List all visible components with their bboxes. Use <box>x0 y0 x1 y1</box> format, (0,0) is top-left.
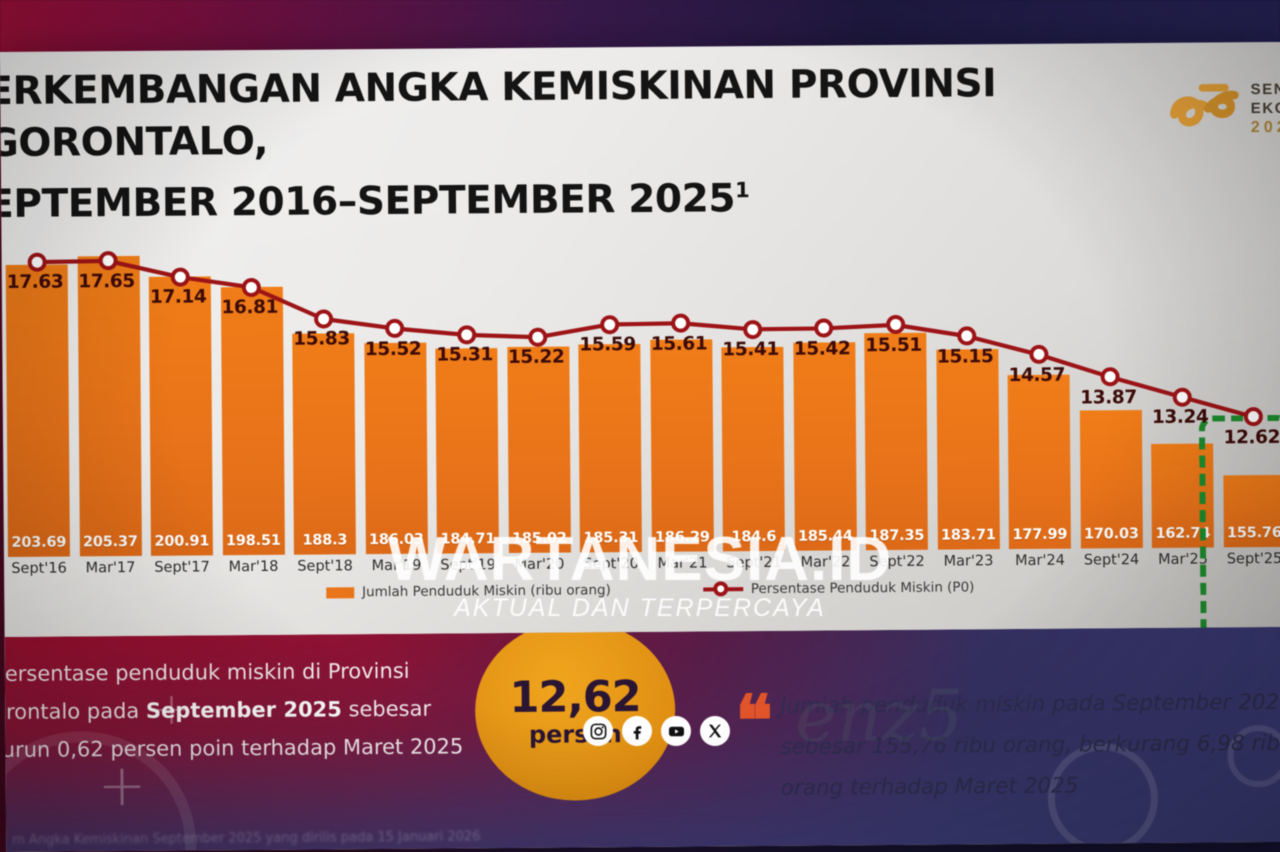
x-axis-label: Sept'21 <box>726 554 782 572</box>
x-axis-label: Mar'19 <box>371 557 422 575</box>
title-line-2-text: EPTEMBER 2016–SEPTEMBER 2025 <box>0 176 736 228</box>
facebook-glyph <box>633 725 641 739</box>
title-line-1: ERKEMBANGAN ANGKA KEMISKINAN PROVINSI GO… <box>0 61 997 167</box>
line-data-point <box>241 277 261 297</box>
logo-text-line-1: SEN <box>1250 80 1280 98</box>
x-axis-label: Mar'23 <box>943 553 994 570</box>
instagram-icon[interactable] <box>583 716 613 746</box>
x-icon[interactable] <box>700 716 730 746</box>
legend-line-label: Persentase Penduduk Miskin (P0) <box>750 579 975 598</box>
line-value-label: 15.31 <box>436 344 494 367</box>
x-axis-label: Sept'20 <box>583 555 639 573</box>
x-axis-label: Mar'21 <box>657 555 708 572</box>
title-footnote-marker: 1 <box>735 178 750 203</box>
poverty-chart: 203.69 Sept'16 205.37 Mar'17 200.91 Sept'17 19… <box>1 217 1280 758</box>
line-value-label: 15.41 <box>722 339 779 361</box>
instagram-glyph <box>590 723 606 739</box>
line-data-point <box>27 252 47 272</box>
x-axis-label: Mar'17 <box>85 559 136 577</box>
chart-legend: Jumlah Penduduk Miskin (ribu orang) Pers… <box>4 577 1280 603</box>
line-data-point <box>528 327 548 347</box>
banner-text-line-2a: orontalo pada <box>4 698 146 725</box>
banner-text-bold-date: September 2025 <box>145 697 342 723</box>
x-axis-label: Sept'16 <box>11 560 67 577</box>
x-axis-label: Sept'22 <box>869 553 925 571</box>
x-axis-label: Sept'18 <box>297 558 353 575</box>
line-value-label: 15.22 <box>507 346 565 369</box>
logo-text-year: 202 <box>1250 118 1280 136</box>
line-value-label: 16.81 <box>221 297 279 319</box>
line-value-label: 15.42 <box>793 338 851 360</box>
legend-bar-swatch <box>326 586 355 598</box>
banner-text-line-2b: sebesar <box>341 696 432 722</box>
line-value-label: 13.87 <box>1080 386 1137 409</box>
x-axis-label: Mar'24 <box>1015 552 1065 570</box>
line-value-label: 15.51 <box>865 334 922 357</box>
line-data-point <box>742 319 762 339</box>
banner-left-text: Persentase penduduk miskin di Provinsi o… <box>5 651 494 769</box>
banner-text-line-1: Persentase penduduk miskin di Provinsi <box>4 658 410 687</box>
line-data-point <box>1028 345 1048 365</box>
line-value-label: 14.57 <box>1008 364 1066 386</box>
line-data-point <box>885 315 905 335</box>
line-data-point <box>313 309 333 329</box>
youtube-glyph <box>668 726 684 736</box>
line-value-label: 15.61 <box>650 333 708 355</box>
line-value-label: 13.24 <box>1151 406 1209 429</box>
line-value-label: 15.83 <box>293 328 350 351</box>
x-axis-label: Sept'19 <box>440 557 496 574</box>
line-data-point <box>456 325 476 345</box>
line-value-label: 17.63 <box>6 271 64 294</box>
line-value-label: 17.65 <box>78 270 135 293</box>
line-value-label: 12.62 <box>1223 426 1280 449</box>
legend-bar-label: Jumlah Penduduk Miskin (ribu orang) <box>362 582 611 601</box>
line-value-label: 15.59 <box>579 334 636 356</box>
x-axis-label: Sept'24 <box>1083 552 1140 569</box>
x-glyph <box>708 724 722 738</box>
sensus-logo: SEN EKON 202 <box>1166 76 1280 141</box>
social-icons-row <box>583 716 730 746</box>
quote-mark-icon: ❝ <box>734 678 774 763</box>
line-data-point <box>170 267 190 287</box>
x-axis-label: Mar'22 <box>800 554 851 571</box>
line-value-label: 15.52 <box>364 338 422 360</box>
x-axis-label: Sept'17 <box>154 559 210 576</box>
banner-text-line-2: orontalo pada September 2025 sebesar <box>5 689 494 731</box>
sensus-logo-mark <box>1170 83 1239 127</box>
youtube-icon[interactable] <box>661 716 691 746</box>
x-axis-label: Mar'18 <box>228 558 279 576</box>
facebook-icon[interactable] <box>622 716 652 746</box>
slide-title: ERKEMBANGAN ANGKA KEMISKINAN PROVINSI GO… <box>0 57 1117 231</box>
logo-text-line-2: EKON <box>1250 99 1280 117</box>
x-axis-label: Mar'20 <box>514 556 565 573</box>
banner-text-line-3: turun 0,62 persen poin terhadap Maret 20… <box>4 734 464 763</box>
legend-item-bars: Jumlah Penduduk Miskin (ribu orang) <box>326 582 611 600</box>
line-value-label: 15.15 <box>936 345 994 368</box>
line-data-point <box>1172 387 1192 407</box>
sensus-logo-text: SEN EKON 202 <box>1251 79 1280 136</box>
legend-item-line: Persentase Penduduk Miskin (P0) <box>702 579 975 598</box>
line-value-label: 17.14 <box>149 286 207 309</box>
line-data-point <box>599 314 619 335</box>
legend-line-swatch <box>702 587 743 592</box>
ghost-watermark: enz5 <box>794 674 964 758</box>
